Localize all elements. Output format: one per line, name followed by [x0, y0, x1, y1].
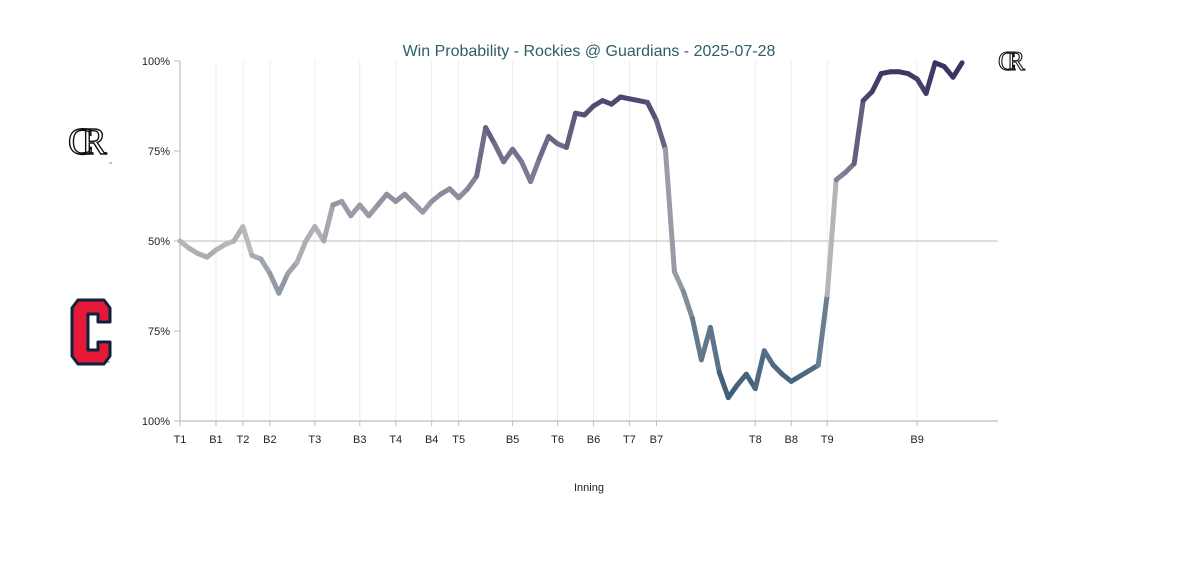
- x-tick-label: B9: [910, 434, 923, 446]
- guardians-trademark: ™: [106, 361, 111, 367]
- y-tick-label: 100%: [142, 56, 170, 68]
- win-probability-segment: [510, 146, 525, 165]
- win-probability-segment: [644, 99, 659, 123]
- win-probability-segment: [761, 348, 776, 368]
- win-probability-segment: [950, 60, 965, 80]
- x-tick-label: T9: [821, 434, 834, 446]
- y-tick-label: 100%: [142, 416, 170, 428]
- win-probability-segment: [564, 110, 579, 150]
- win-probability-segment: [519, 159, 534, 185]
- y-tick-label: 50%: [148, 236, 170, 248]
- x-tick-label: B4: [425, 434, 438, 446]
- x-tick-label: B2: [263, 434, 276, 446]
- chart-title: Win Probability - Rockies @ Guardians - …: [403, 43, 776, 60]
- win-probability-segment: [294, 238, 309, 266]
- win-probability-segment: [474, 125, 489, 179]
- x-tick-label: B6: [587, 434, 600, 446]
- win-probability-segment: [321, 202, 336, 244]
- win-probability-segment: [240, 224, 255, 258]
- rockies-trademark: ™: [108, 162, 113, 168]
- y-axis: 100% 75% 50% 75% 100%: [142, 56, 180, 428]
- win-probability-segment: [680, 288, 695, 321]
- win-probability-segment: [537, 134, 552, 161]
- win-probability-segment: [465, 173, 480, 192]
- x-tick-label: T1: [174, 434, 187, 446]
- x-tick-label: T8: [749, 434, 762, 446]
- x-tick-label: T7: [623, 434, 636, 446]
- rockies-monogram: CR: [68, 121, 107, 163]
- win-probability-segment: [815, 292, 830, 368]
- win-probability-segment: [689, 315, 704, 363]
- x-tick-label: B3: [353, 434, 366, 446]
- x-tick-label: T4: [389, 434, 402, 446]
- win-probability-segment: [483, 125, 498, 147]
- x-tick-label: T2: [237, 434, 250, 446]
- win-probability-segment: [528, 155, 543, 185]
- win-probability-segment: [653, 117, 668, 152]
- win-probability-segment: [824, 177, 839, 298]
- win-probability-segment: [276, 270, 291, 296]
- win-probability-segment: [707, 324, 722, 375]
- x-tick-label: T5: [452, 434, 465, 446]
- win-probability-segment: [492, 141, 507, 165]
- win-probability-segment: [303, 224, 318, 244]
- win-probability-segment: [671, 269, 686, 294]
- y-tick-label: 75%: [148, 146, 170, 158]
- win-probability-segment: [923, 60, 938, 96]
- win-probability-segment: [662, 146, 677, 275]
- rockies-endpoint-logo: CR ™: [997, 45, 1034, 76]
- x-tick-label: T6: [551, 434, 564, 446]
- win-probability-segment: [267, 270, 282, 296]
- win-probability-segment: [752, 348, 767, 392]
- x-tick-label: B7: [650, 434, 663, 446]
- guardians-c-shape: [70, 298, 112, 366]
- rockies-logo: CR ™: [67, 120, 120, 168]
- win-probability-segment: [339, 198, 354, 219]
- win-probability-segment: [698, 324, 713, 363]
- x-tick-label: T3: [308, 434, 321, 446]
- win-probability-segment: [716, 369, 731, 401]
- win-probability-line: [177, 60, 965, 401]
- y-tick-label: 75%: [148, 326, 170, 338]
- win-probability-segment: [851, 98, 866, 167]
- x-tick-label: B8: [785, 434, 798, 446]
- win-probability-segment: [725, 382, 740, 401]
- guardians-logo: ™: [70, 298, 112, 367]
- win-probability-segment: [258, 256, 273, 276]
- x-axis-label: Inning: [574, 482, 604, 494]
- x-axis: T1 B1 T2 B2 T3 B3 T4 B4 T5 B5 T6 B6 T7 B7 T8 B8 T9 B9: [174, 421, 924, 446]
- rockies-endpoint-trademark: ™: [1020, 69, 1024, 74]
- x-tick-label: B5: [506, 434, 519, 446]
- win-probability-segment: [869, 71, 884, 95]
- x-tick-label: B1: [209, 434, 222, 446]
